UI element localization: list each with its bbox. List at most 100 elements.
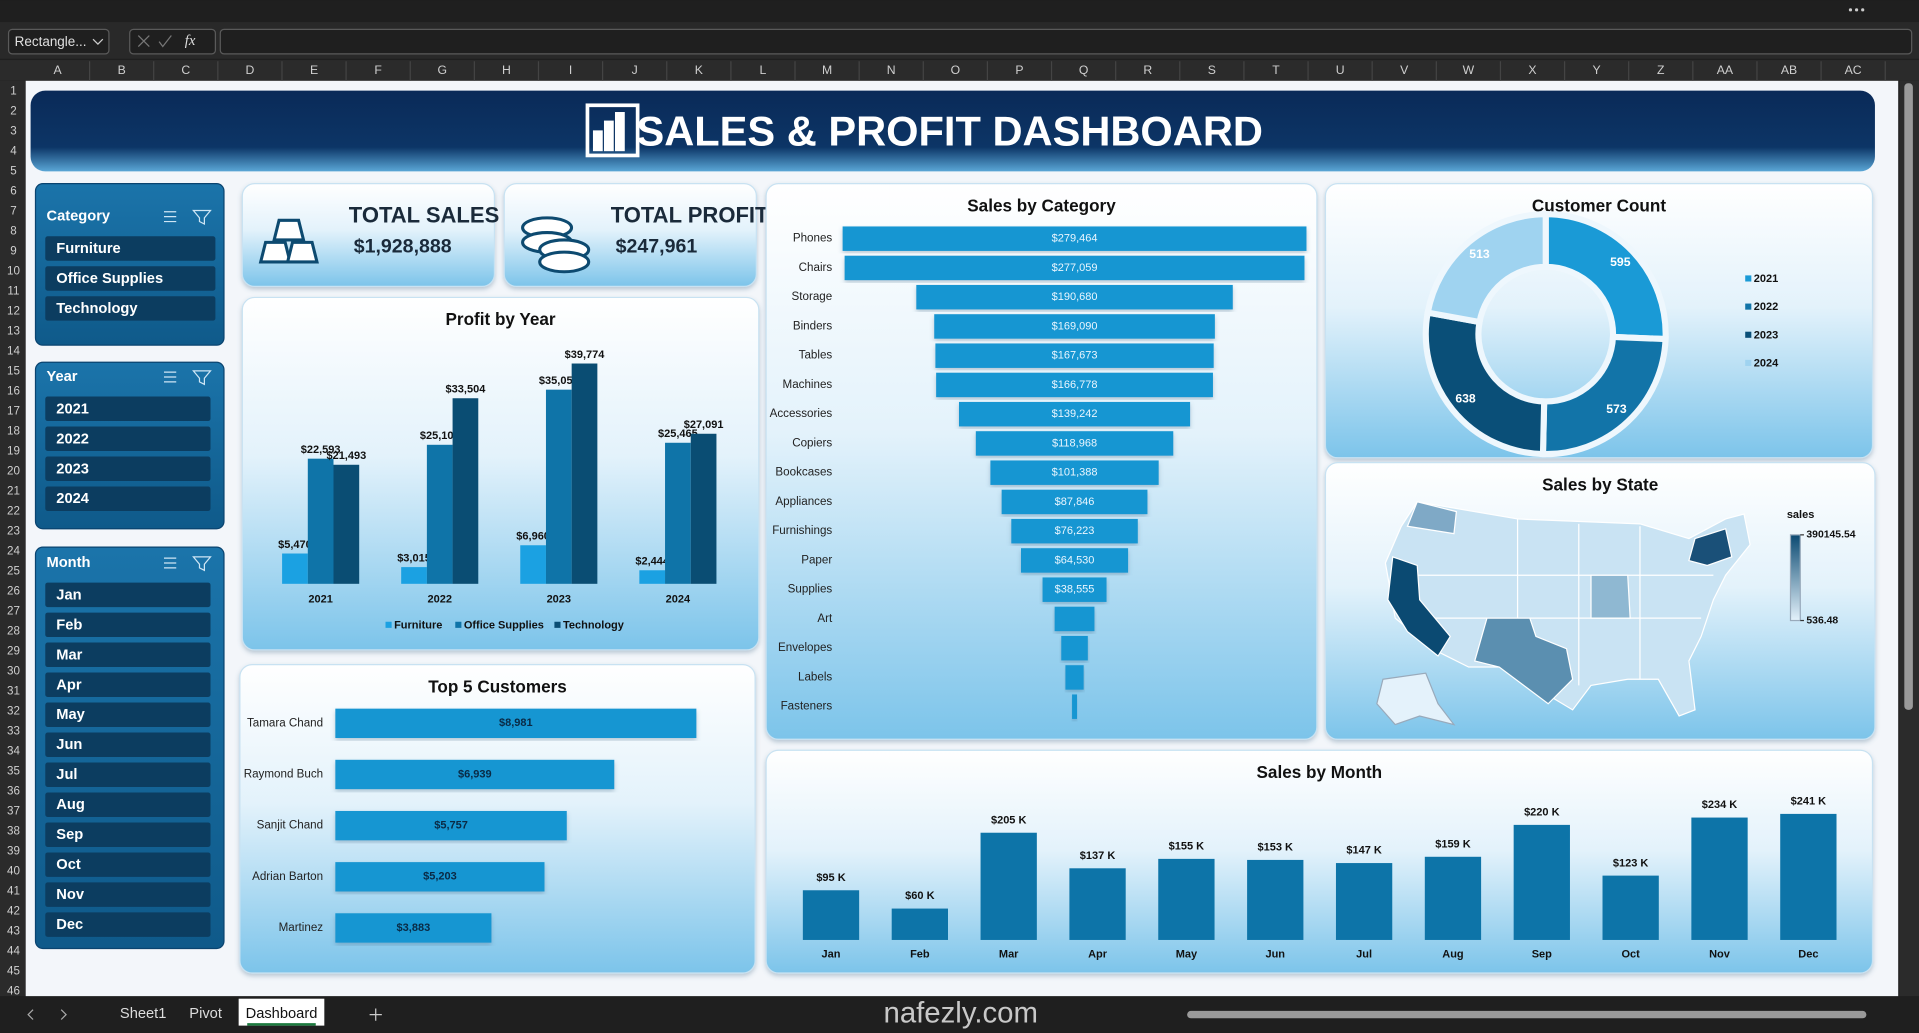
slicer-item[interactable] [45, 456, 211, 482]
sheet-tab[interactable]: Pivot [189, 1006, 222, 1022]
column-header: V [1400, 63, 1409, 77]
slicer-item[interactable] [45, 582, 211, 608]
row-header: 10 [7, 264, 20, 277]
data-label: $27,091 [684, 419, 724, 431]
h-scroll-thumb[interactable] [1187, 1010, 1867, 1019]
data-label: $5,757 [434, 820, 468, 832]
name-box[interactable] [7, 28, 110, 55]
slicer-item[interactable] [45, 612, 211, 638]
clear-filter-icon[interactable] [192, 209, 212, 225]
bar [335, 759, 615, 790]
multiselect-icon[interactable] [163, 371, 177, 383]
row-header: 26 [7, 585, 20, 598]
data-label: $76,223 [1055, 525, 1095, 537]
add-sheet[interactable] [369, 1008, 382, 1021]
bar [282, 553, 308, 584]
slicer-item[interactable] [45, 642, 211, 668]
column-header: K [695, 63, 704, 77]
slicer-title: Year [47, 369, 78, 385]
y-tick-label: Appliances [775, 495, 832, 508]
clear-filter-icon[interactable] [192, 556, 212, 572]
bar [1069, 868, 1126, 940]
clear-filter-icon[interactable] [192, 370, 212, 386]
slicer-item[interactable] [45, 702, 211, 728]
slicer-item-label: Jun [56, 737, 82, 753]
nav-arrows[interactable] [27, 1009, 67, 1020]
slicer-item-label: Mar [56, 647, 82, 663]
x-tick-label: Aug [1442, 949, 1463, 961]
data-label: 595 [1610, 255, 1631, 269]
slicer-item[interactable] [45, 296, 216, 321]
donut-slice [1539, 333, 1669, 458]
row-header: 28 [7, 625, 20, 638]
slicer-item[interactable] [45, 236, 216, 261]
row-header: 14 [7, 344, 20, 357]
more-dot [1861, 8, 1865, 12]
column-header: F [374, 63, 381, 77]
legend-swatch [1745, 275, 1752, 282]
slicer-item[interactable] [45, 762, 211, 787]
y-tick-label: Phones [793, 232, 833, 245]
column-header: Q [1079, 63, 1089, 77]
slicer-item[interactable] [45, 486, 211, 511]
y-tick-label: Tamara Chand [247, 716, 323, 729]
legend-label: 2022 [1754, 301, 1778, 313]
slicer-item-label: Technology [56, 301, 138, 317]
data-label: $123 K [1613, 857, 1649, 869]
active-tab[interactable] [238, 998, 325, 1026]
slicer-item-label: Furniture [56, 241, 120, 257]
colorbar-tick-label: 390145.54 [1806, 530, 1855, 541]
column-header: P [1015, 63, 1023, 77]
multiselect-icon[interactable] [163, 557, 177, 569]
data-label: $190,680 [1052, 291, 1098, 303]
bar [1158, 858, 1215, 940]
slicer-item[interactable] [45, 822, 211, 847]
state-shape [1387, 556, 1452, 657]
row-header: 41 [7, 885, 20, 898]
slicer-item[interactable] [45, 882, 211, 907]
slicer-item[interactable] [45, 792, 211, 817]
slicer-item[interactable] [45, 732, 211, 757]
x-tick-label: 2022 [427, 594, 451, 606]
column-header: C [181, 63, 190, 77]
slicer-item[interactable] [45, 266, 216, 291]
bar [333, 464, 360, 584]
panel [765, 749, 1874, 974]
slicer-item[interactable] [45, 672, 211, 698]
dropdown-arrow [92, 38, 104, 45]
slicer-item[interactable] [45, 396, 211, 422]
kpi-label: TOTAL PROFIT [611, 202, 769, 227]
sheet-tab[interactable]: Sheet1 [120, 1006, 167, 1022]
data-label: $35,053 [539, 375, 579, 387]
multiselect-icon[interactable] [163, 211, 177, 223]
formula-input[interactable] [219, 28, 1913, 55]
slicer-item[interactable] [45, 852, 211, 877]
v-scroll-thumb[interactable] [1904, 83, 1913, 710]
bar [990, 460, 1159, 485]
y-tick-label: Binders [793, 319, 833, 332]
row-header: 29 [7, 645, 20, 658]
data-label: $279,464 [1052, 233, 1098, 245]
sheet-tab[interactable]: Dashboard [246, 1006, 318, 1022]
bar [975, 431, 1174, 456]
slicer-item[interactable] [45, 912, 211, 937]
y-tick-label: Bookcases [775, 466, 832, 479]
data-label: $220 K [1524, 807, 1560, 819]
row-header: 46 [7, 985, 20, 998]
x-tick-label: Jul [1356, 949, 1372, 961]
slicer-item-label: 2024 [56, 491, 89, 507]
row-header: 17 [7, 404, 20, 417]
slicer-item[interactable] [45, 426, 211, 452]
y-tick-label: Accessories [770, 407, 833, 420]
row-header: 11 [7, 284, 19, 297]
bar [545, 389, 572, 584]
row-header: 8 [10, 224, 16, 237]
row-header: 5 [10, 164, 16, 177]
slicer-item-label: Jan [56, 587, 81, 603]
data-label: $153 K [1258, 842, 1294, 854]
legend-swatch [385, 621, 392, 628]
slicer-title: Category [47, 209, 111, 225]
bar [1602, 875, 1659, 940]
row-header: 4 [10, 144, 17, 157]
